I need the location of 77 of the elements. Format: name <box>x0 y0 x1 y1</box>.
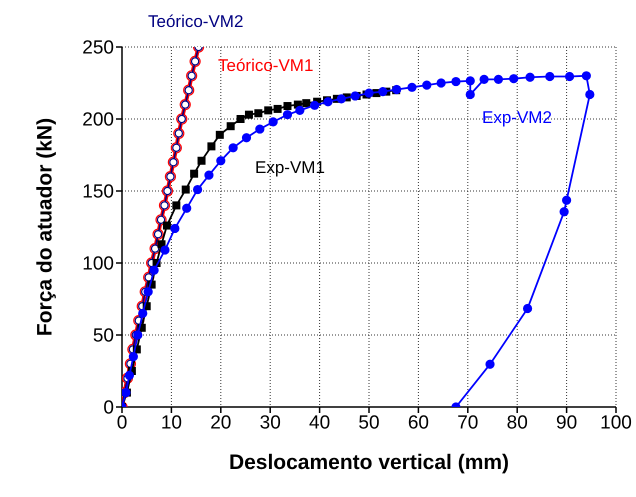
point <box>244 110 253 119</box>
point <box>264 106 272 114</box>
point <box>562 196 572 205</box>
series-label: Teórico-VM1 <box>218 56 314 76</box>
series-label: Teórico-VM2 <box>148 12 244 32</box>
point <box>466 90 475 100</box>
point <box>509 74 518 84</box>
x-tick-label: 40 <box>309 412 330 434</box>
point <box>172 201 180 210</box>
point <box>182 204 192 213</box>
point <box>480 74 489 84</box>
point <box>525 72 535 82</box>
point <box>198 156 206 165</box>
point <box>466 76 475 86</box>
point <box>485 360 495 369</box>
x-tick-label: 100 <box>600 412 632 434</box>
point <box>150 266 159 275</box>
point <box>182 186 190 194</box>
point <box>160 245 170 255</box>
point <box>254 109 262 118</box>
y-tick-label: 50 <box>92 326 114 347</box>
point <box>128 352 138 362</box>
x-axis-title: Deslocamento vertical (mm) <box>228 451 510 474</box>
x-tick-label: 70 <box>457 412 478 434</box>
point <box>522 304 532 314</box>
x-tick-label: 0 <box>116 412 128 434</box>
text: Exp-VM1 <box>255 158 325 178</box>
point <box>236 115 245 123</box>
point <box>190 170 198 178</box>
point <box>582 71 591 80</box>
x-tick-label: 80 <box>506 412 528 434</box>
x-tick-label: 90 <box>556 412 578 434</box>
y-tick-label: 150 <box>82 182 114 203</box>
point <box>378 87 388 96</box>
y-tick-label: 250 <box>82 38 114 59</box>
x-tick-label: 30 <box>260 412 281 434</box>
x-tick-label: 50 <box>358 412 380 434</box>
point <box>436 78 446 88</box>
point <box>310 100 320 110</box>
x-tick-label: 20 <box>210 412 232 434</box>
y-tick-label: 100 <box>82 254 114 275</box>
point <box>216 130 224 139</box>
x-tick-label: 10 <box>160 412 182 434</box>
point <box>255 124 264 134</box>
point <box>144 287 153 296</box>
point <box>274 104 282 113</box>
point <box>302 99 310 108</box>
point <box>494 74 504 84</box>
y-tick-label: 0 <box>103 398 114 419</box>
point <box>407 82 417 92</box>
point <box>422 80 432 90</box>
y-axis-title: Força do atuador (kN) <box>33 118 56 336</box>
point <box>451 76 461 86</box>
point <box>192 184 202 194</box>
y-tick-label: 200 <box>82 110 114 131</box>
x-tick-label: 60 <box>408 412 429 434</box>
point <box>124 370 134 380</box>
point <box>560 207 569 216</box>
point <box>295 106 304 115</box>
point <box>282 110 292 120</box>
point <box>207 142 216 150</box>
point <box>336 94 346 104</box>
point <box>564 72 574 82</box>
point <box>228 143 238 152</box>
point <box>138 308 148 318</box>
point <box>242 133 252 142</box>
point <box>216 156 226 166</box>
point <box>268 117 278 126</box>
point <box>170 224 180 234</box>
point <box>226 122 235 130</box>
point <box>545 72 554 82</box>
point <box>283 102 292 110</box>
series-label: Exp-VM2 <box>482 108 552 128</box>
point <box>364 88 374 98</box>
point <box>204 170 214 180</box>
point <box>162 222 171 230</box>
point <box>585 90 594 100</box>
